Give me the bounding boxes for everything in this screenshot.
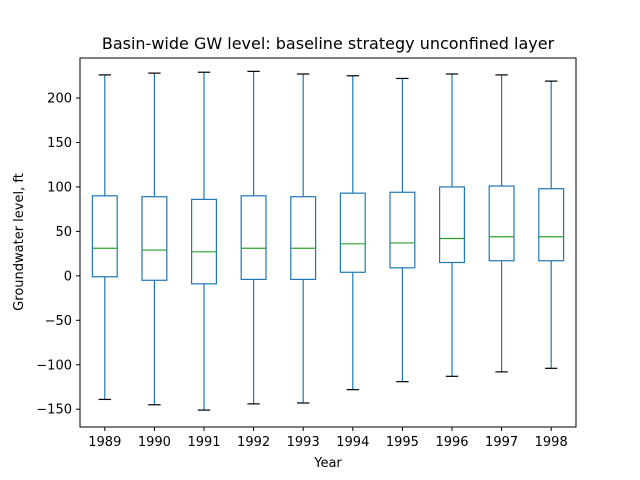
box-group-1995 [389, 77, 416, 383]
y-axis: −150 −100 −50 0 50 100 150 200 [36, 92, 80, 418]
x-tick-label: 1993 [287, 435, 320, 450]
box-iqr [141, 196, 168, 281]
y-tick-label: −100 [36, 358, 72, 373]
box-iqr [389, 191, 416, 269]
box-group-1991 [191, 71, 218, 411]
box-iqr [488, 185, 515, 262]
y-axis-label: Groundwater level, ft [12, 173, 27, 311]
x-tick-label: 1989 [88, 435, 121, 450]
box-iqr [91, 195, 118, 278]
y-tick-label: 50 [55, 225, 72, 240]
box-iqr [339, 192, 366, 273]
chart-title: Basin-wide GW level: baseline strategy u… [102, 34, 555, 53]
box-group-1993 [290, 73, 317, 404]
box-iqr [290, 196, 317, 281]
box-iqr [191, 198, 218, 285]
box-group-1997 [488, 74, 515, 373]
x-axis: 1989 1990 1991 1992 1993 1994 1995 1996 1997 1998 [88, 427, 568, 450]
y-tick-label: 0 [64, 269, 72, 284]
y-tick-label: −150 [36, 403, 72, 418]
box-group-1992 [240, 70, 267, 405]
x-tick-label: 1996 [435, 435, 468, 450]
box-marks [91, 70, 565, 411]
y-tick-label: 150 [47, 136, 72, 151]
box-group-1996 [439, 73, 466, 377]
box-iqr [240, 195, 267, 280]
box-group-1998 [538, 80, 565, 369]
x-tick-label: 1990 [138, 435, 171, 450]
x-tick-label: 1998 [535, 435, 568, 450]
x-axis-label: Year [313, 456, 342, 471]
box-group-1989 [91, 74, 118, 401]
x-tick-label: 1994 [336, 435, 369, 450]
box-group-1990 [141, 72, 168, 406]
box-iqr [439, 186, 466, 264]
y-tick-label: −50 [45, 314, 72, 329]
box-group-1994 [339, 75, 366, 391]
x-tick-label: 1992 [237, 435, 270, 450]
x-tick-label: 1995 [386, 435, 419, 450]
box-iqr [538, 188, 565, 262]
x-tick-label: 1991 [187, 435, 220, 450]
x-tick-label: 1997 [485, 435, 518, 450]
y-tick-label: 100 [47, 180, 72, 195]
y-tick-label: 200 [47, 92, 72, 107]
plot-area-frame [79, 57, 577, 428]
